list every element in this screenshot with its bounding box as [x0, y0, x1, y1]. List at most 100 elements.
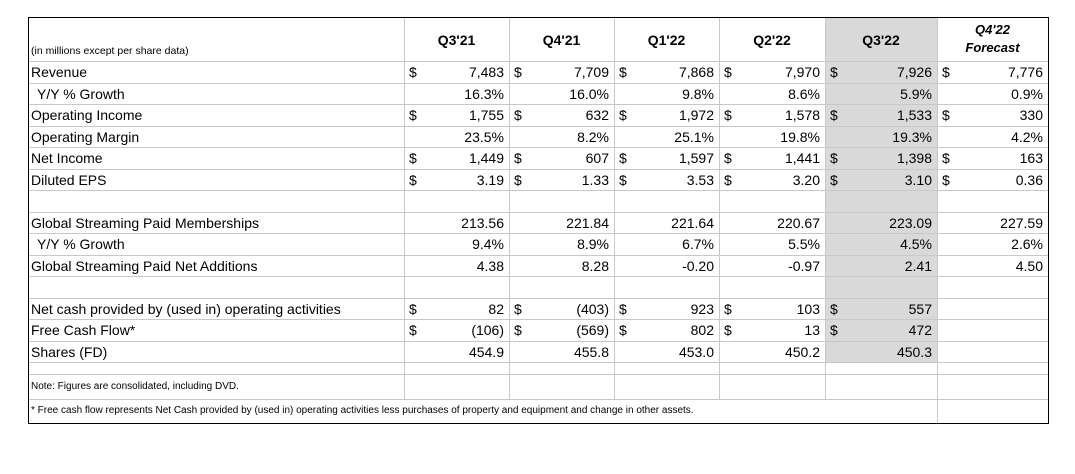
- table-border-bottom: [28, 423, 1049, 424]
- currency-symbol: $: [619, 107, 627, 123]
- table-cell-value: 472: [908, 322, 932, 338]
- column-header-forecast-period: Q4'22: [975, 22, 1010, 37]
- grid-line-h: [28, 341, 1048, 342]
- table-cell-value: 454.9: [468, 343, 504, 360]
- table-cell-value: 1,441: [784, 150, 820, 166]
- table-cell-value: 6.7%: [682, 236, 714, 252]
- row-label: Diluted EPS: [31, 171, 107, 188]
- table-cell-value: 450.3: [896, 343, 932, 360]
- currency-symbol: $: [724, 300, 732, 317]
- column-header: Q4'21: [542, 32, 581, 48]
- table-cell-value: 557: [908, 300, 932, 317]
- table-cell-value: 0.36: [1015, 171, 1043, 188]
- table-cell-value: 220.67: [777, 214, 820, 231]
- grid-line-h: [28, 169, 1048, 170]
- table-cell-value: (569): [576, 322, 609, 338]
- table-cell-value: 5.5%: [788, 236, 820, 252]
- table-cell-value: 7,926: [896, 64, 932, 80]
- grid-line-h: [28, 61, 1048, 62]
- table-cell-value: 7,970: [784, 64, 820, 80]
- table-cell-value: 0.9%: [1011, 85, 1043, 102]
- grid-line-v: [825, 17, 826, 399]
- table-cell-value: 2.41: [904, 257, 932, 274]
- column-header: Q3'21: [437, 32, 476, 48]
- table-cell-value: 8.9%: [577, 236, 609, 252]
- currency-symbol: $: [724, 150, 732, 166]
- table-cell-value: 4.5%: [900, 236, 932, 252]
- currency-symbol: $: [619, 171, 627, 188]
- table-cell-value: 1,533: [896, 107, 932, 123]
- table-cell-value: 5.9%: [900, 85, 932, 102]
- currency-symbol: $: [724, 171, 732, 188]
- grid-line-h: [28, 212, 1048, 213]
- grid-line-h: [28, 233, 1048, 234]
- table-cell-value: 3.53: [686, 171, 714, 188]
- currency-symbol: $: [619, 64, 627, 80]
- row-label: Operating Margin: [31, 128, 140, 145]
- currency-symbol: $: [619, 150, 627, 166]
- currency-symbol: $: [514, 107, 522, 123]
- table-cell-value: 453.0: [678, 343, 714, 360]
- column-header: Q2'22: [753, 32, 791, 48]
- currency-symbol: $: [409, 64, 417, 80]
- currency-symbol: $: [409, 150, 417, 166]
- grid-line-v: [719, 17, 720, 399]
- row-label: Revenue: [31, 64, 88, 80]
- table-cell-value: 1,972: [678, 107, 714, 123]
- table-cell-value: 25.1%: [674, 128, 714, 145]
- table-cell-value: 1,597: [678, 150, 714, 166]
- currency-symbol: $: [514, 64, 522, 80]
- currency-symbol: $: [942, 171, 950, 188]
- table-cell-value: -0.20: [682, 257, 714, 274]
- table-cell-value: 450.2: [784, 343, 820, 360]
- row-label: Net Income: [31, 150, 103, 166]
- currency-symbol: $: [942, 150, 950, 166]
- table-cell-value: 163: [1019, 150, 1043, 166]
- row-label: Operating Income: [31, 107, 143, 123]
- table-cell-value: -0.97: [788, 257, 820, 274]
- table-cell-value: 103: [796, 300, 820, 317]
- table-cell-value: 9.8%: [682, 85, 714, 102]
- row-label: Y/Y % Growth: [37, 85, 125, 102]
- table-cell-value: 223.09: [889, 214, 932, 231]
- row-label: Y/Y % Growth: [37, 236, 125, 252]
- table-cell-value: 7,868: [678, 64, 714, 80]
- table-cell-value: 227.59: [1000, 214, 1043, 231]
- grid-line-h: [28, 104, 1048, 105]
- table-cell-value: 23.5%: [464, 128, 504, 145]
- table-cell-value: 2.6%: [1011, 236, 1043, 252]
- grid-line-h: [28, 83, 1048, 84]
- currency-symbol: $: [514, 171, 522, 188]
- grid-line-v: [937, 399, 938, 423]
- grid-line-h: [28, 255, 1048, 256]
- table-cell-value: (403): [576, 300, 609, 317]
- table-cell-value: 1,449: [468, 150, 504, 166]
- table-cell-value: 4.50: [1015, 257, 1043, 274]
- table-cell-value: 7,776: [1007, 64, 1043, 80]
- table-cell-value: 802: [690, 322, 714, 338]
- currency-symbol: $: [942, 107, 950, 123]
- currency-symbol: $: [830, 150, 838, 166]
- table-cell-value: 221.64: [671, 214, 714, 231]
- table-cell-value: 13: [804, 322, 820, 338]
- currency-symbol: $: [724, 64, 732, 80]
- table-cell-value: 82: [488, 300, 504, 317]
- currency-symbol: $: [409, 300, 417, 317]
- grid-line-v: [937, 17, 938, 399]
- table-cell-value: 221.84: [566, 214, 609, 231]
- table-cell-value: 4.38: [476, 257, 504, 274]
- table-cell-value: 607: [585, 150, 609, 166]
- table-border-top: [28, 17, 1048, 18]
- currency-symbol: $: [514, 300, 522, 317]
- currency-symbol: $: [619, 300, 627, 317]
- table-cell-value: 1.33: [581, 171, 609, 188]
- row-label: Global Streaming Paid Memberships: [31, 214, 259, 231]
- note-consolidated: Note: Figures are consolidated, includin…: [31, 381, 239, 392]
- table-border-left: [28, 17, 29, 423]
- row-label: Global Streaming Paid Net Additions: [31, 257, 258, 274]
- table-cell-value: 923: [690, 300, 714, 317]
- note-free-cash-flow: * Free cash flow represents Net Cash pro…: [31, 405, 694, 416]
- column-header-forecast-label: Forecast: [965, 40, 1020, 55]
- grid-line-h: [28, 126, 1048, 127]
